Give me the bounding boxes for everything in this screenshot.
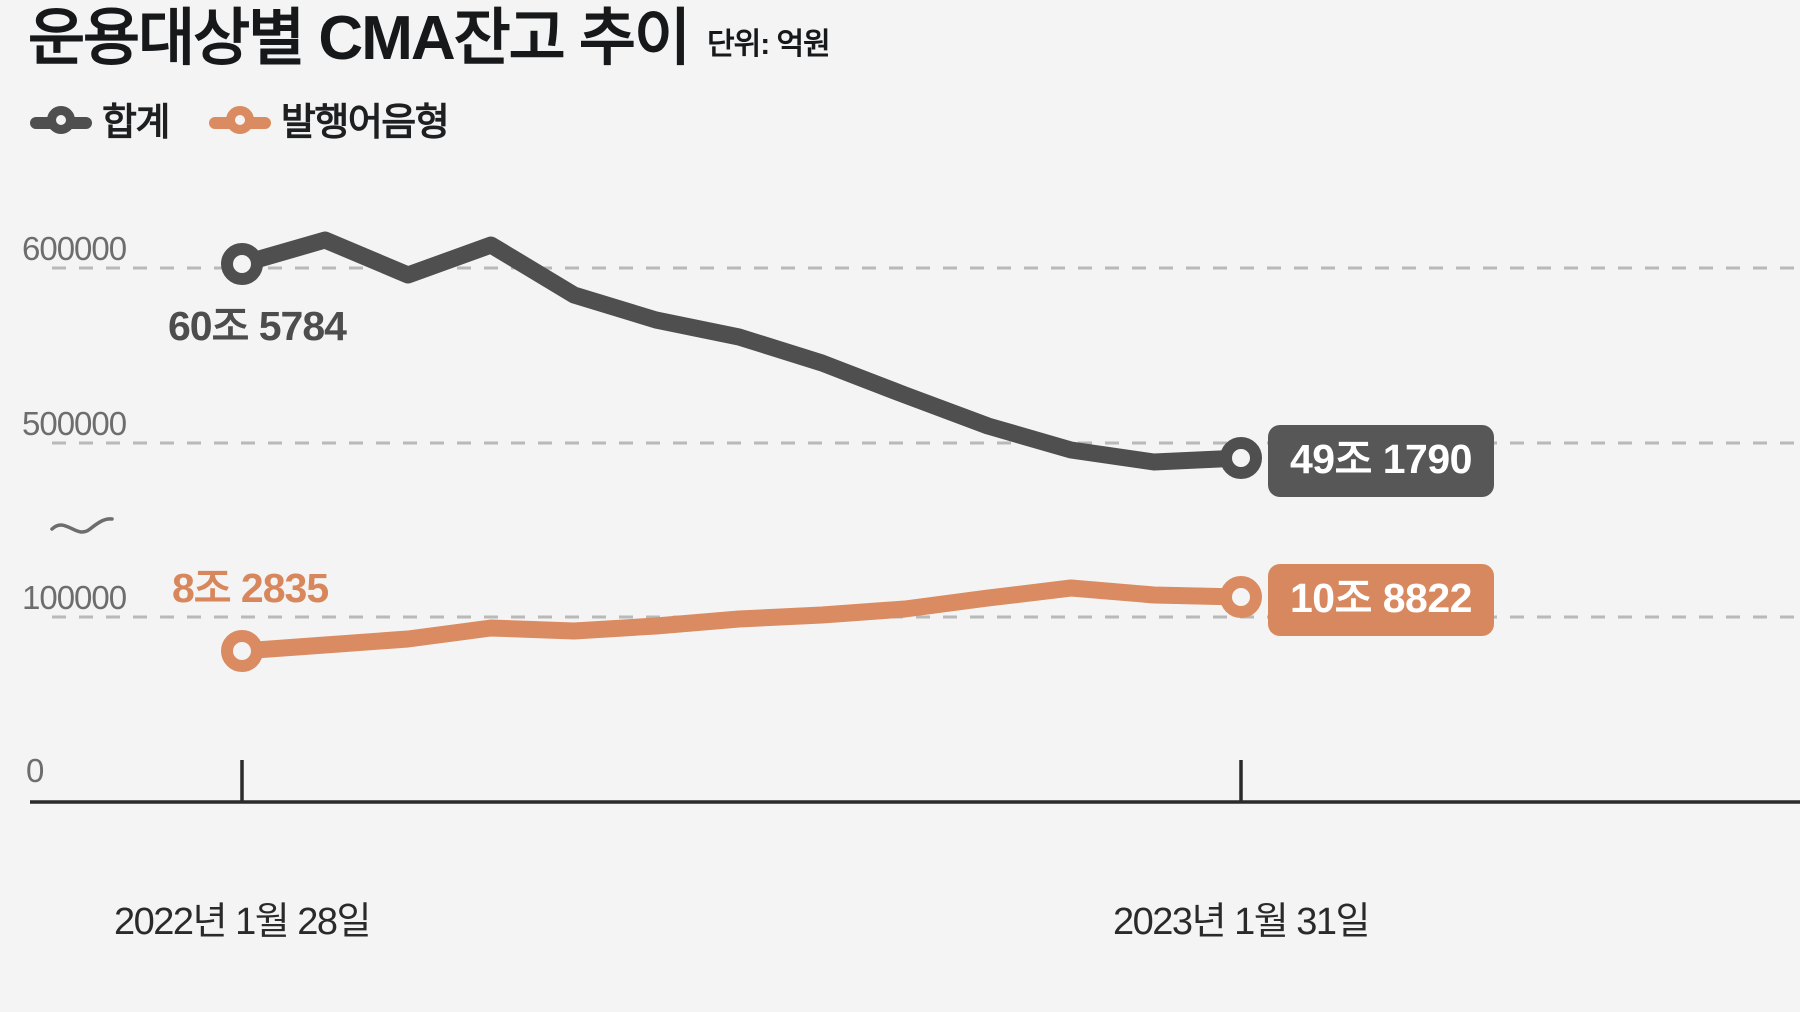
legend: 합계 발행어음형 — [30, 104, 488, 142]
y-tick-100000: 100000 — [22, 579, 127, 616]
axis-break-squiggle — [50, 517, 114, 534]
marker-total-end — [1220, 437, 1262, 479]
annotation-total-start: 60조 5784 — [168, 303, 347, 349]
marker-note-end — [1220, 576, 1262, 618]
legend-label-note: 발행어음형 — [280, 102, 450, 144]
legend-item-note[interactable]: 발행어음형 — [208, 102, 450, 144]
marker-total-start — [221, 243, 263, 285]
x-tick-label-end: 2023년 1월 31일 — [1113, 901, 1370, 943]
legend-item-total[interactable]: 합계 — [30, 102, 170, 144]
y-tick-600000: 600000 — [22, 230, 127, 267]
marker-note-start — [221, 630, 263, 672]
legend-marker-note-icon — [208, 106, 271, 140]
series-line-note — [233, 579, 1250, 660]
annotation-note-end: 10조 8822 — [1268, 564, 1494, 636]
annotation-note-start: 8조 2835 — [172, 565, 329, 611]
legend-label-total: 합계 — [102, 102, 170, 144]
series-line-total — [233, 231, 1250, 471]
chart-header: 운용대상별 CMA잔고 추이 단위: 억원 — [28, 4, 831, 73]
legend-marker-total-icon — [30, 106, 92, 140]
annotation-total-end: 49조 1790 — [1268, 425, 1494, 497]
gridlines — [52, 266, 1800, 619]
x-tick-label-start: 2022년 1월 28일 — [114, 901, 371, 943]
unit-label: 단위: 억원 — [707, 28, 831, 61]
y-tick-500000: 500000 — [22, 405, 127, 442]
y-tick-0: 0 — [26, 752, 44, 789]
page-title: 운용대상별 CMA잔고 추이 — [28, 4, 691, 73]
